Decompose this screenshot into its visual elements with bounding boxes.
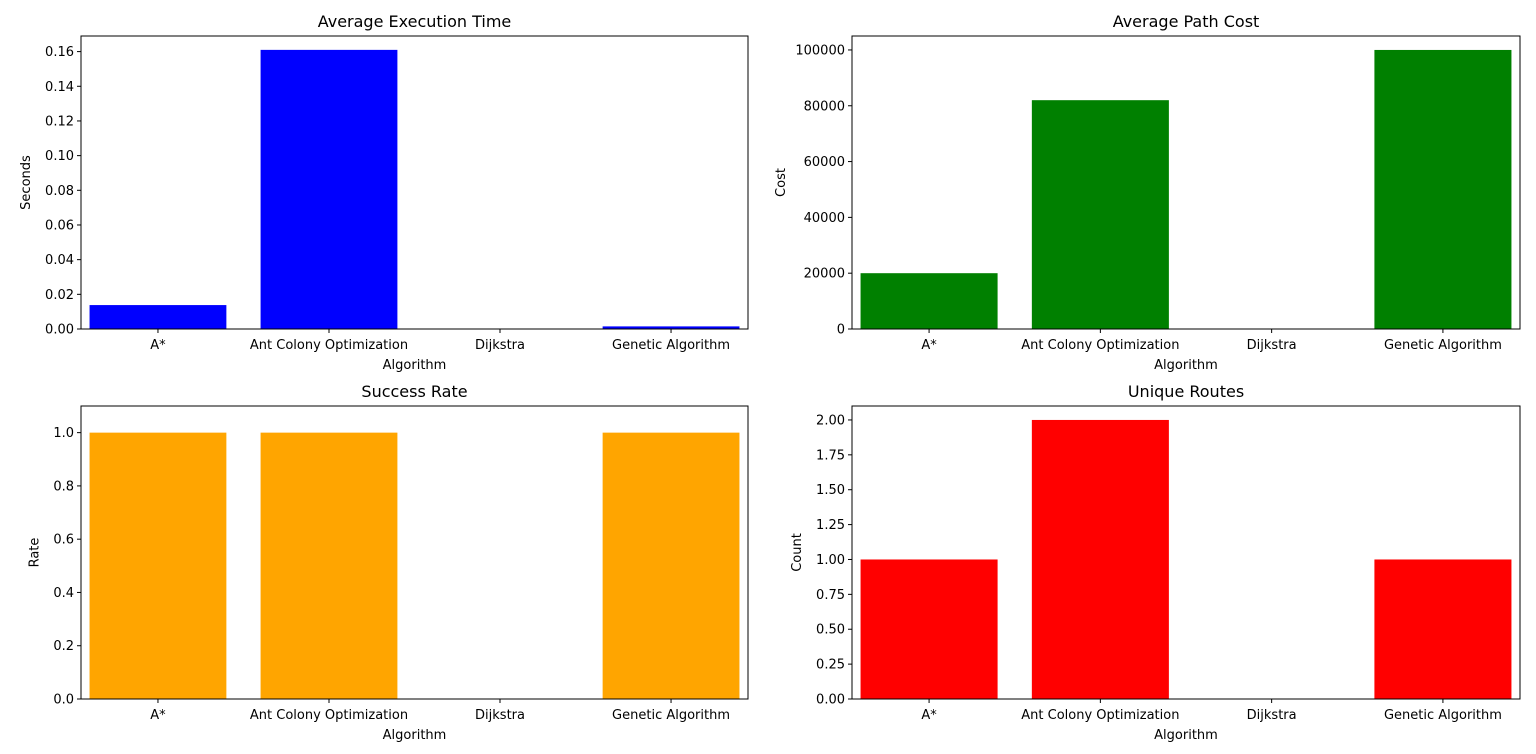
- x-tick-label: A*: [150, 338, 166, 353]
- bar-ant-colony-optimization: [1031, 100, 1169, 330]
- y-tick-label: 0.10: [45, 149, 74, 164]
- x-tick-label: Dijkstra: [475, 708, 525, 723]
- axes-frame: [851, 405, 1521, 700]
- x-tick-label: A*: [921, 338, 937, 353]
- bar-ant-colony-optimization: [1031, 419, 1169, 699]
- y-tick-label: 0.14: [45, 80, 74, 95]
- x-axis-label: Algorithm: [1154, 358, 1218, 373]
- x-tick-label: Genetic Algorithm: [1384, 708, 1502, 723]
- x-axis-label: Algorithm: [383, 358, 447, 373]
- chart-average-path-cost: 0 20000 40000 60000 80000 100000 A* Ant Colony …: [774, 12, 1521, 373]
- y-tick-label: 0.2: [53, 639, 74, 654]
- x-tick-label: Dijkstra: [1247, 708, 1297, 723]
- x-tick-label: A*: [921, 708, 937, 723]
- x-tick-label: Dijkstra: [1247, 338, 1297, 353]
- x-tick-label: Ant Colony Optimization: [250, 708, 408, 723]
- y-tick-label: 0.12: [45, 114, 74, 129]
- x-tick-label: Ant Colony Optimization: [250, 338, 408, 353]
- y-tick-label: 20000: [804, 267, 845, 282]
- y-tick-label: 1.50: [816, 483, 845, 498]
- bar-genetic-algorithm: [1374, 559, 1512, 699]
- y-tick-label: 0.75: [816, 588, 845, 603]
- y-tick-label: 0.16: [45, 45, 74, 60]
- y-tick-label: 0.25: [816, 658, 845, 673]
- x-axis-label: Algorithm: [1154, 728, 1218, 743]
- y-tick-label: 0.8: [53, 479, 74, 494]
- bar-ant-colony-optimization: [260, 49, 398, 330]
- y-tick-label: 0.06: [45, 218, 74, 233]
- axes-frame: [80, 405, 749, 700]
- chart-average-execution-time: 0.00 0.02 0.04 0.06 0.08 0.10 0.12 0.14 0.16 A* An…: [19, 12, 749, 373]
- bar-a: [860, 273, 998, 329]
- y-tick-label: 0.00: [45, 323, 74, 338]
- y-tick-label: 60000: [804, 155, 845, 170]
- x-tick-label: Ant Colony Optimization: [1021, 338, 1179, 353]
- bar-a: [89, 432, 227, 699]
- y-tick-label: 0.02: [45, 288, 74, 303]
- x-tick-label: Genetic Algorithm: [1384, 338, 1502, 353]
- axes-frame: [80, 35, 749, 330]
- chart-title: Average Path Cost: [1113, 12, 1260, 31]
- y-tick-label: 1.25: [816, 518, 845, 533]
- bar-ant-colony-optimization: [260, 432, 398, 699]
- y-axis-label: Cost: [774, 168, 789, 197]
- x-tick-label: Dijkstra: [475, 338, 525, 353]
- x-tick-label: Ant Colony Optimization: [1021, 708, 1179, 723]
- y-axis-label: Seconds: [19, 155, 34, 210]
- bar-a: [860, 559, 998, 699]
- y-tick-label: 1.00: [816, 553, 845, 568]
- y-tick-label: 0.50: [816, 623, 845, 638]
- y-tick-label: 0.4: [53, 586, 74, 601]
- y-tick-label: 1.0: [53, 426, 74, 441]
- y-axis-label: Rate: [27, 538, 42, 568]
- bar-genetic-algorithm: [602, 432, 740, 699]
- x-tick-label: Genetic Algorithm: [612, 338, 730, 353]
- y-tick-label: 0.0: [53, 693, 74, 708]
- bar-a: [89, 305, 227, 329]
- chart-title: Success Rate: [361, 382, 467, 401]
- chart-success-rate: 0.0 0.2 0.4 0.6 0.8 1.0 A* Ant Colony Optimizat…: [27, 382, 749, 743]
- y-tick-label: 0: [837, 323, 845, 338]
- chart-title: Average Execution Time: [318, 12, 512, 31]
- bar-genetic-algorithm: [602, 326, 740, 329]
- x-axis-label: Algorithm: [383, 728, 447, 743]
- bar-genetic-algorithm: [1374, 49, 1512, 329]
- y-tick-label: 2.00: [816, 413, 845, 428]
- y-tick-label: 40000: [804, 211, 845, 226]
- chart-unique-routes: 0.00 0.25 0.50 0.75 1.00 1.25 1.50 1.75 2.00 A* An…: [790, 382, 1521, 743]
- y-tick-label: 0.00: [816, 693, 845, 708]
- y-tick-label: 0.08: [45, 184, 74, 199]
- y-axis-label: Count: [790, 533, 805, 572]
- x-tick-label: A*: [150, 708, 166, 723]
- y-tick-label: 100000: [795, 43, 845, 58]
- y-tick-label: 0.6: [53, 533, 74, 548]
- y-tick-label: 80000: [804, 99, 845, 114]
- y-tick-label: 0.04: [45, 253, 74, 268]
- x-tick-label: Genetic Algorithm: [612, 708, 730, 723]
- y-tick-label: 1.75: [816, 448, 845, 463]
- axes-frame: [851, 35, 1521, 330]
- chart-title: Unique Routes: [1128, 382, 1244, 401]
